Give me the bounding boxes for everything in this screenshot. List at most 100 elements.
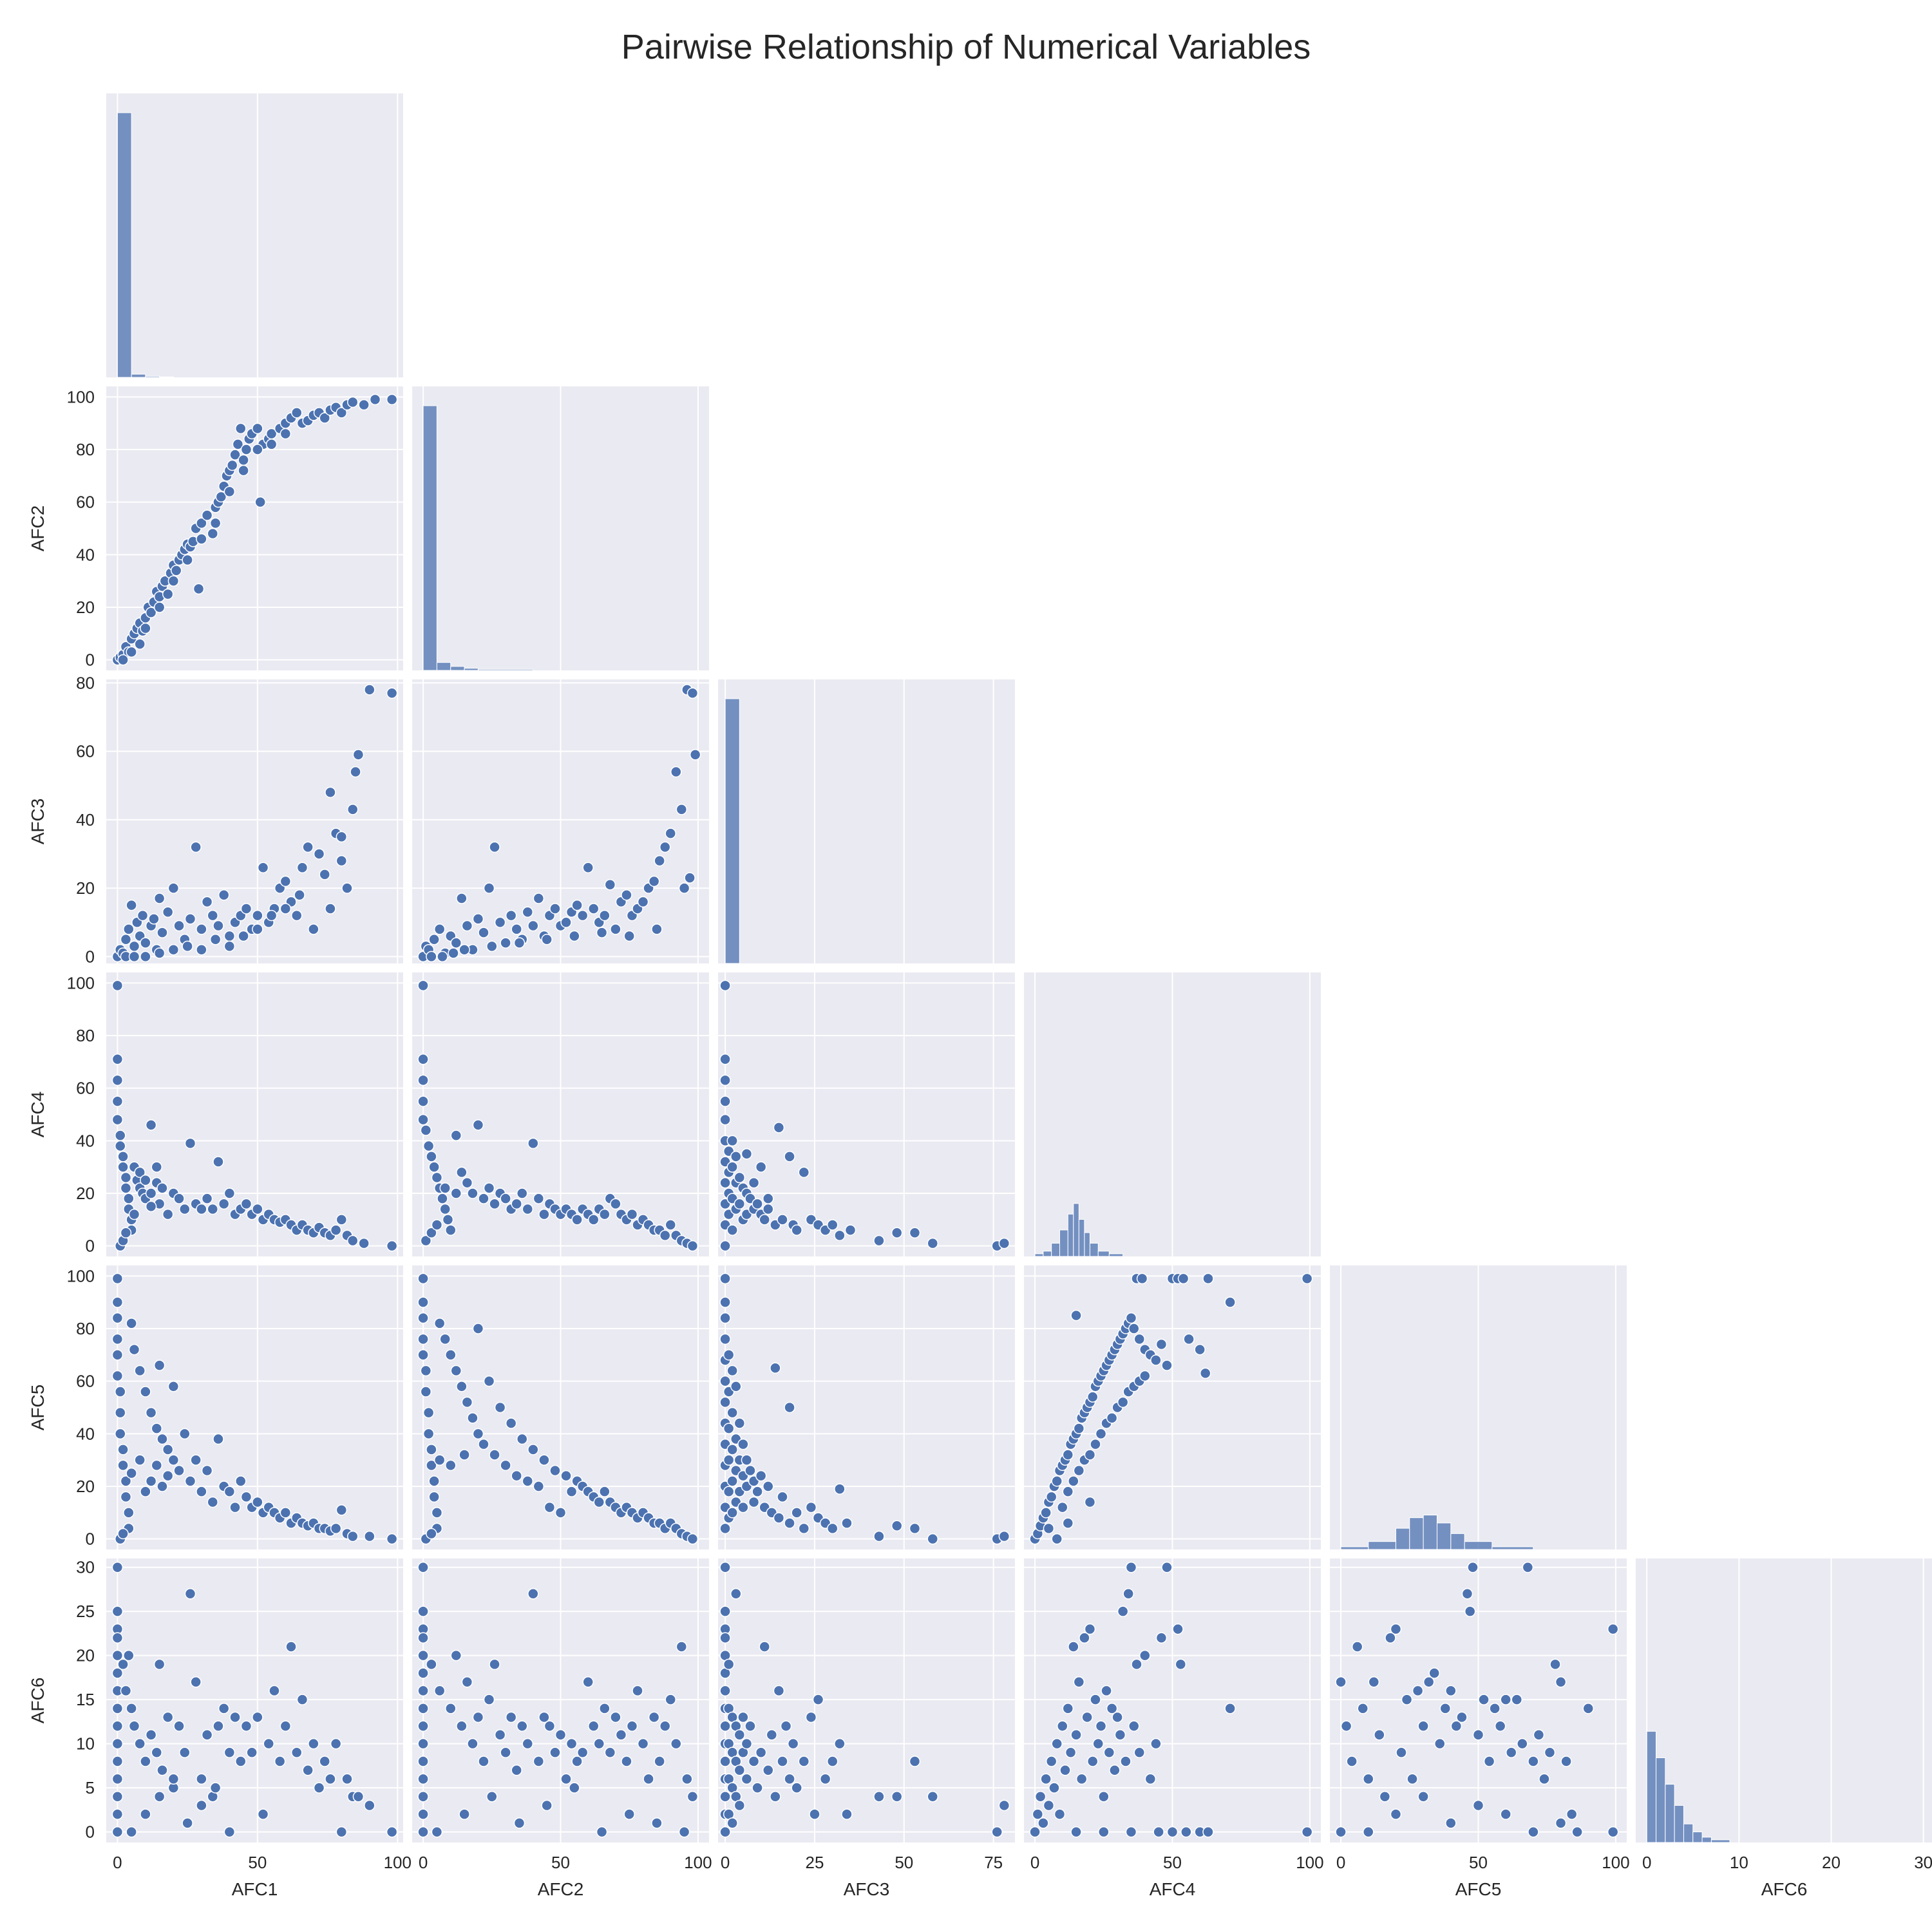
- y-tick-label: 0: [86, 1530, 95, 1549]
- scatter-point: [319, 412, 330, 424]
- scatter-point: [719, 1685, 731, 1697]
- scatter-point: [489, 1658, 500, 1671]
- scatter-point: [417, 1649, 429, 1662]
- scatter-point: [148, 913, 160, 925]
- scatter-point: [626, 1720, 638, 1732]
- scatter-point: [1070, 1826, 1082, 1838]
- scatter-point: [1417, 1720, 1429, 1732]
- scatter-point: [156, 1764, 168, 1776]
- scatter-point: [134, 1166, 146, 1179]
- scatter-point: [265, 909, 278, 922]
- hist-bar: [1665, 1784, 1675, 1843]
- scatter-point: [229, 1501, 241, 1513]
- scatter-point: [167, 882, 180, 894]
- scatter-point: [593, 1496, 605, 1508]
- scatter-point: [1098, 1826, 1110, 1838]
- scatter-point: [610, 1198, 621, 1210]
- scatter-point: [626, 1208, 638, 1220]
- scatter-point: [1301, 1826, 1313, 1838]
- scatter-point: [1505, 1747, 1517, 1759]
- scatter-point: [140, 1756, 151, 1767]
- y-tick-label: 100: [67, 1266, 95, 1285]
- x-axis-label: AFC3: [844, 1879, 890, 1899]
- scatter-point: [461, 920, 473, 932]
- scatter-point: [1180, 1826, 1192, 1838]
- scatter-point: [1150, 1354, 1162, 1366]
- scatter-point: [428, 1161, 440, 1173]
- scatter-point: [1528, 1756, 1539, 1767]
- figure-title: Pairwise Relationship of Numerical Varia…: [621, 28, 1311, 66]
- scatter-point: [182, 554, 193, 566]
- scatter-point: [240, 444, 252, 455]
- hist-bar: [117, 112, 132, 378]
- hist-bar: [1701, 1837, 1712, 1843]
- scatter-point: [445, 1349, 457, 1361]
- scatter-point: [254, 496, 266, 508]
- scatter-point: [891, 1227, 903, 1238]
- scatter-point: [209, 934, 222, 945]
- scatter-point: [111, 1720, 124, 1732]
- scatter-point: [1566, 1808, 1578, 1820]
- scatter-point: [798, 1166, 810, 1179]
- y-tick-label: 30: [76, 1558, 95, 1577]
- scatter-point: [120, 1171, 132, 1184]
- scatter-point: [153, 1658, 166, 1671]
- scatter-point: [1133, 1747, 1146, 1759]
- scatter-point: [687, 1791, 699, 1803]
- scatter-point: [1128, 1720, 1140, 1732]
- scatter-point: [637, 896, 649, 908]
- x-axis-label: AFC5: [1455, 1879, 1502, 1899]
- scatter-point: [1153, 1826, 1164, 1838]
- scatter-point: [450, 1130, 462, 1141]
- hist-bar: [1423, 1515, 1437, 1550]
- scatter-point: [439, 1333, 451, 1345]
- scatter-point: [489, 1449, 500, 1461]
- scatter-point: [998, 1237, 1010, 1249]
- scatter-point: [1125, 1826, 1137, 1838]
- scatter-point: [489, 841, 500, 853]
- scatter-point: [527, 1137, 539, 1150]
- scatter-point: [784, 1517, 795, 1529]
- scatter-point: [1045, 1756, 1057, 1767]
- scatter-point: [213, 1433, 224, 1445]
- scatter-point: [637, 1738, 649, 1750]
- scatter-point: [1133, 1333, 1146, 1345]
- y-tick-label: 40: [76, 1424, 95, 1443]
- scatter-point: [841, 1517, 853, 1529]
- scatter-point: [1090, 1438, 1101, 1450]
- scatter-point: [599, 1703, 611, 1714]
- scatter-point: [126, 1703, 137, 1714]
- scatter-point: [209, 517, 222, 529]
- scatter-point: [1517, 1738, 1528, 1750]
- y-tick-label: 15: [76, 1690, 95, 1709]
- hist-bar: [1073, 1203, 1079, 1257]
- scatter-point: [1122, 1588, 1134, 1600]
- scatter-point: [723, 1349, 735, 1361]
- y-tick-label: 20: [76, 1184, 95, 1203]
- hist-bar: [1034, 1253, 1044, 1257]
- scatter-point: [472, 1119, 484, 1131]
- y-tick-label: 80: [76, 673, 95, 692]
- scatter-point: [587, 903, 600, 914]
- scatter-point: [841, 1808, 853, 1820]
- x-tick-label: 50: [1163, 1853, 1182, 1872]
- scatter-point: [527, 1444, 539, 1455]
- scatter-point: [1472, 1729, 1484, 1741]
- scatter-point: [719, 1791, 731, 1803]
- scatter-point: [777, 1756, 788, 1767]
- scatter-point: [1224, 1296, 1236, 1308]
- scatter-point: [117, 1528, 129, 1540]
- scatter-point: [196, 533, 207, 545]
- scatter-point: [215, 491, 227, 503]
- scatter-point: [350, 766, 361, 778]
- scatter-point: [472, 1711, 484, 1723]
- scatter-point: [1467, 1561, 1479, 1573]
- scatter-point: [196, 1486, 207, 1497]
- scatter-point: [730, 1381, 742, 1392]
- scatter-point: [431, 1219, 443, 1231]
- scatter-point: [719, 1632, 731, 1644]
- scatter-point: [599, 909, 611, 922]
- scatter-point: [450, 1365, 462, 1377]
- scatter-point: [734, 1764, 746, 1776]
- scatter-point: [162, 1711, 174, 1723]
